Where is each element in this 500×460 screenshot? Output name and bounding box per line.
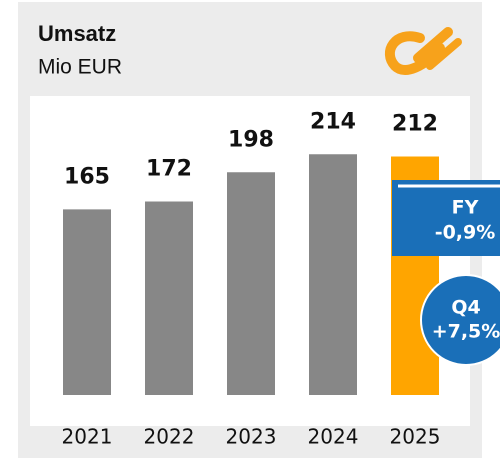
callout-text: -0,9%	[435, 222, 496, 244]
bar	[63, 209, 111, 395]
value-label: 214	[310, 109, 356, 134]
value-label: 165	[64, 164, 110, 189]
bar	[227, 172, 275, 395]
x-tick-label: 2022	[144, 425, 195, 449]
chart-subtitle: Mio EUR	[38, 56, 122, 79]
bar	[309, 154, 357, 395]
value-label: 198	[228, 127, 274, 152]
logo	[385, 27, 462, 75]
callout-label: Q4	[451, 297, 480, 319]
callout-text: +7,5%	[432, 321, 500, 343]
x-tick-label: 2023	[226, 425, 277, 449]
callout-circle	[420, 274, 500, 366]
value-label: 212	[392, 112, 438, 137]
bar	[145, 201, 193, 395]
x-tick-label: 2024	[308, 425, 359, 449]
callout-label: FY	[452, 197, 479, 219]
value-label: 172	[146, 157, 192, 182]
x-tick-label: 2021	[62, 425, 113, 449]
callout-box	[392, 180, 500, 256]
x-tick-label: 2025	[390, 425, 441, 449]
chart-title: Umsatz	[38, 21, 116, 46]
